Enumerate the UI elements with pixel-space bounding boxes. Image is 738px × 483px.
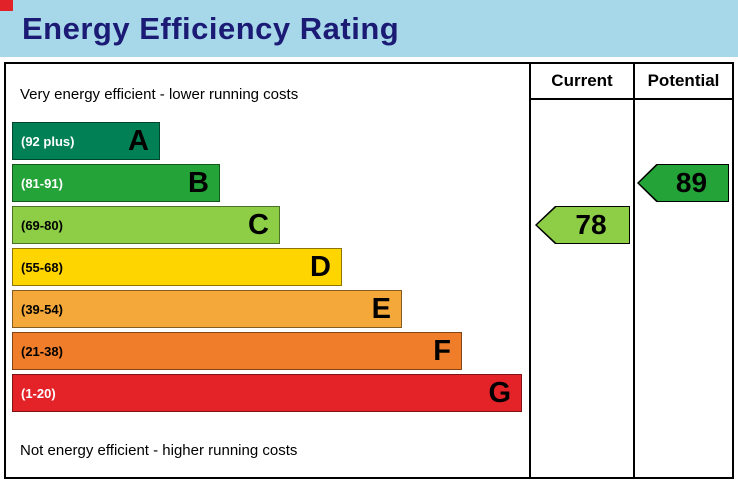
energy-efficiency-chart: Very energy efficient - lower running co… xyxy=(4,62,734,479)
band-bar-f: (21-38) F xyxy=(12,332,462,370)
band-range: (1-20) xyxy=(21,385,56,401)
top-label: Very energy efficient - lower running co… xyxy=(20,86,299,103)
band-letter: B xyxy=(188,166,209,199)
band-range: (69-80) xyxy=(21,217,63,233)
band-range: (92 plus) xyxy=(21,133,75,149)
band-row-d: (55-68) D xyxy=(12,248,529,286)
band-bar-b: (81-91) B xyxy=(12,164,220,202)
band-bar-d: (55-68) D xyxy=(12,248,342,286)
band-row-g: (1-20) G xyxy=(12,374,529,412)
band-range: (81-91) xyxy=(21,175,63,191)
page-title: Energy Efficiency Rating xyxy=(22,10,400,46)
band-range: (21-38) xyxy=(21,343,63,359)
potential-column-body: 89 xyxy=(635,100,732,477)
band-letter: D xyxy=(310,250,331,283)
band-letter: A xyxy=(128,124,149,157)
bottom-label: Not energy efficient - higher running co… xyxy=(20,442,298,459)
band-row-e: (39-54) E xyxy=(12,290,529,328)
band-range: (39-54) xyxy=(21,301,63,317)
band-letter: F xyxy=(433,334,451,367)
band-bar-g: (1-20) G xyxy=(12,374,522,412)
current-column: Current 78 xyxy=(529,64,633,477)
corner-mark xyxy=(0,0,13,11)
potential-column-header: Potential xyxy=(635,64,732,100)
potential-column: Potential 89 xyxy=(633,64,732,477)
band-row-b: (81-91) B xyxy=(12,164,529,202)
rating-bands: (92 plus) A (81-91) B (69-80) C (55-68) xyxy=(6,122,529,412)
title-bar: Energy Efficiency Rating xyxy=(0,0,738,57)
rating-scale-panel: Very energy efficient - lower running co… xyxy=(6,64,529,477)
current-arrow-fill: 78 xyxy=(537,207,629,243)
band-row-f: (21-38) F xyxy=(12,332,529,370)
current-column-header: Current xyxy=(531,64,633,100)
current-rating-value: 78 xyxy=(575,209,607,240)
band-bar-a: (92 plus) A xyxy=(12,122,160,160)
potential-arrow-fill: 89 xyxy=(639,165,728,201)
band-bar-e: (39-54) E xyxy=(12,290,402,328)
band-row-a: (92 plus) A xyxy=(12,122,529,160)
band-range: (55-68) xyxy=(21,259,63,275)
band-letter: C xyxy=(248,208,269,241)
band-letter: G xyxy=(488,376,511,409)
potential-rating-arrow: 89 xyxy=(637,164,729,202)
band-letter: E xyxy=(371,292,391,325)
current-column-body: 78 xyxy=(531,100,633,477)
band-row-c: (69-80) C xyxy=(12,206,529,244)
potential-rating-value: 89 xyxy=(675,167,708,198)
band-bar-c: (69-80) C xyxy=(12,206,280,244)
current-rating-arrow: 78 xyxy=(535,206,630,244)
